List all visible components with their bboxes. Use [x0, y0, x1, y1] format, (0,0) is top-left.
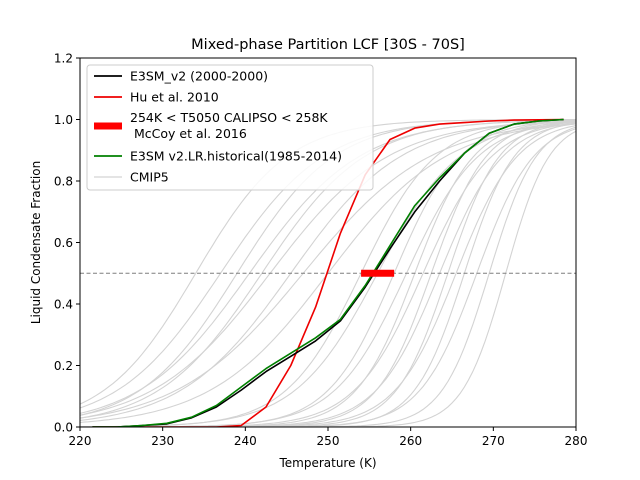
y-tick-label: 1.2 [54, 52, 73, 66]
series-line-hu-et-al-2010 [92, 118, 564, 427]
y-tick-label: 0.4 [54, 298, 73, 312]
x-axis-label: Temperature (K) [278, 456, 376, 470]
legend-label-e3sm-v2: E3SM_v2 (2000-2000) [130, 69, 268, 84]
cmip5-curve-6 [80, 120, 576, 416]
x-tick-label: 240 [234, 434, 257, 448]
y-tick-label: 1.0 [54, 113, 73, 127]
x-tick-label: 230 [151, 434, 174, 448]
cmip5-curve-21 [80, 128, 576, 427]
cmip5-curve-18 [80, 121, 576, 427]
y-tick-label: 0.6 [54, 236, 73, 250]
x-tick-label: 250 [317, 434, 340, 448]
cmip5-curves [80, 119, 576, 427]
y-axis-label: Liquid Condensate Fraction [29, 161, 43, 324]
x-tick-label: 280 [565, 434, 588, 448]
cmip5-curve-7 [80, 120, 576, 421]
legend-box [86, 64, 374, 191]
legend-label-e3sm-historical: E3SM v2.LR.historical(1985-2014) [130, 149, 342, 164]
series-curves [92, 118, 564, 427]
x-tick-label: 260 [399, 434, 422, 448]
x-axis-ticks: 220 230 240 250 260 270 280 [69, 427, 588, 448]
y-axis-ticks: 0.0 0.2 0.4 0.6 0.8 1.0 1.2 [54, 52, 80, 435]
x-tick-label: 270 [482, 434, 505, 448]
y-tick-label: 0.2 [54, 359, 73, 373]
legend-label-calipso-line2: McCoy et al. 2016 [130, 126, 247, 141]
cmip5-curve-19 [80, 124, 576, 427]
series-line-e3sm-v2-lr-historical-1985-2014 [92, 118, 564, 427]
legend: E3SM_v2 (2000-2000) Hu et al. 2010 254K … [86, 64, 374, 191]
legend-label-calipso: 254K < T5050 CALIPSO < 258K [130, 110, 328, 125]
x-tick-label: 220 [69, 434, 92, 448]
chart-title: Mixed-phase Partition LCF [30S - 70S] [191, 37, 465, 53]
y-tick-label: 0.0 [54, 421, 73, 435]
cmip5-curve-16 [80, 120, 576, 427]
legend-label-cmip5: CMIP5 [130, 170, 169, 185]
cmip5-curve-11 [80, 121, 576, 427]
y-tick-label: 0.8 [54, 175, 73, 189]
legend-label-hu-2010: Hu et al. 2010 [130, 90, 219, 105]
